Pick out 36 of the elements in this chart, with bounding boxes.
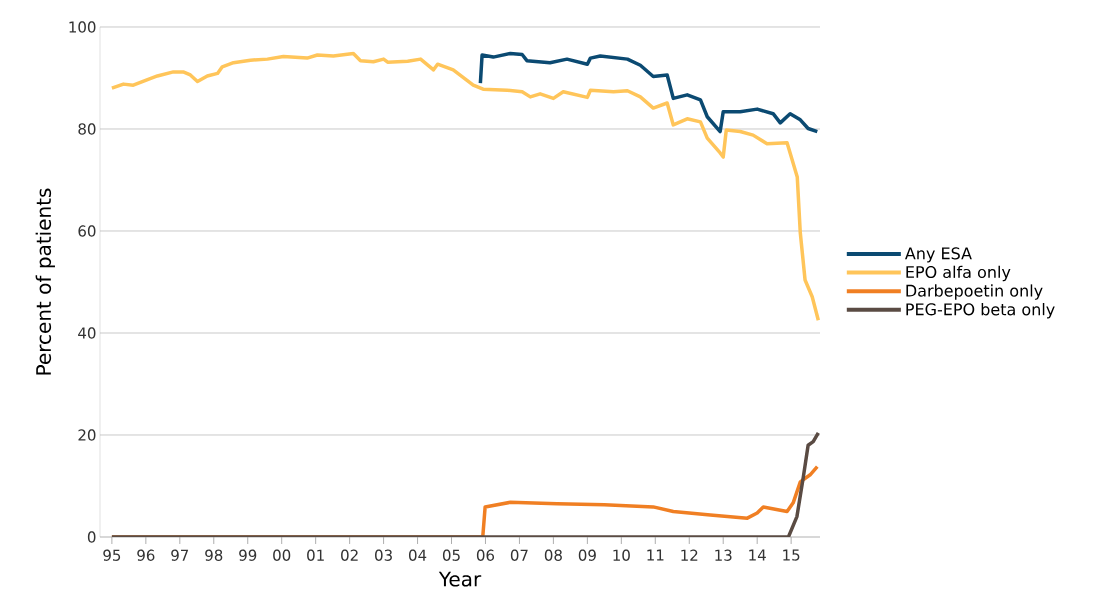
x-tick-label: 05 bbox=[442, 549, 460, 561]
x-tick-label: 01 bbox=[307, 549, 324, 561]
x-tick-label: 97 bbox=[171, 549, 189, 561]
x-tick-label: 12 bbox=[681, 549, 698, 561]
y-tick-label: 100 bbox=[69, 21, 96, 33]
x-tick-label: 06 bbox=[476, 549, 495, 561]
x-tick-label: 15 bbox=[783, 549, 800, 561]
x-tick-label: 07 bbox=[510, 549, 528, 561]
x-tick-label: 03 bbox=[375, 549, 392, 561]
legend-label: Any ESA bbox=[904, 247, 972, 263]
x-tick-label: 00 bbox=[273, 549, 291, 561]
x-tick-label: 09 bbox=[578, 549, 596, 561]
x-tick-label: 14 bbox=[749, 549, 766, 561]
y-tick-label: 60 bbox=[78, 225, 96, 237]
legend-label: PEG-EPO beta only bbox=[906, 303, 1055, 319]
x-tick-label: 99 bbox=[239, 549, 257, 561]
y-tick-label: 20 bbox=[78, 429, 96, 441]
x-axis-title: Year bbox=[438, 571, 482, 587]
x-tick-label: 08 bbox=[544, 549, 562, 561]
y-axis-title: Percent of patients bbox=[35, 188, 55, 375]
x-tick-label: 13 bbox=[715, 549, 732, 561]
x-tick-label: 11 bbox=[647, 549, 664, 561]
x-tick-label: 95 bbox=[103, 549, 121, 561]
line-series bbox=[110, 431, 821, 537]
line-series bbox=[110, 51, 821, 322]
y-tick-label: 0 bbox=[87, 531, 96, 543]
x-tick-label: 98 bbox=[205, 549, 223, 561]
y-tick-label: 40 bbox=[78, 327, 96, 339]
x-tick-label: 96 bbox=[137, 549, 155, 561]
y-tick-label: 80 bbox=[78, 123, 96, 135]
legend-label: EPO alfa only bbox=[906, 265, 1011, 282]
x-tick-label: 02 bbox=[341, 549, 358, 561]
x-tick-label: 04 bbox=[409, 549, 427, 561]
x-tick-label: 10 bbox=[613, 549, 630, 561]
line-series bbox=[478, 51, 820, 134]
legend-label: Darbepoetin only bbox=[906, 284, 1043, 300]
